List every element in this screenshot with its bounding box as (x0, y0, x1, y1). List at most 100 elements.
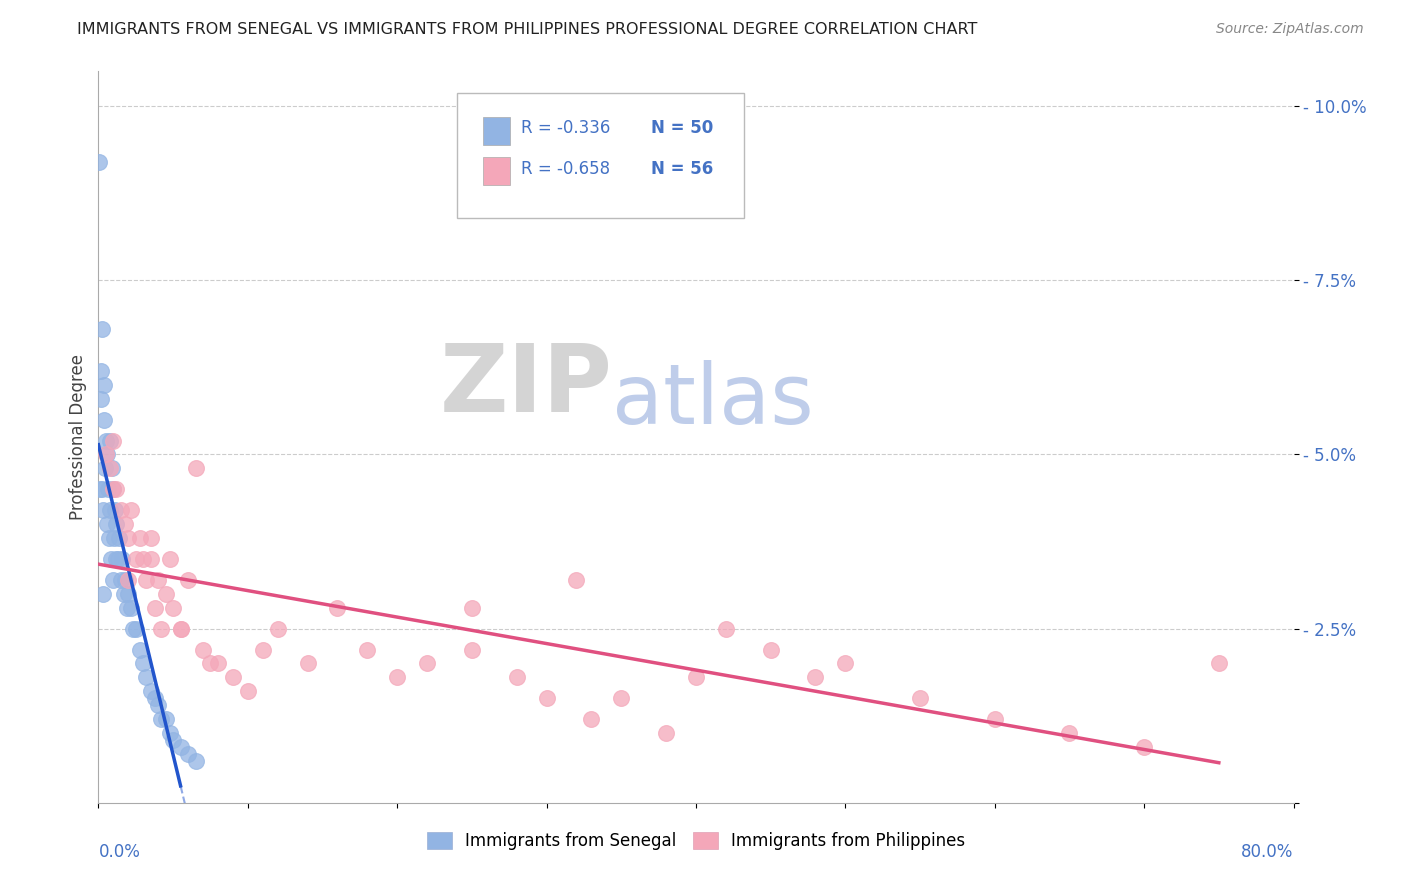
Point (117, 573, 139, 587)
Point (297, 657, 319, 671)
Point (103, 434, 125, 448)
Point (565, 573, 588, 587)
Point (103, 483, 125, 497)
Point (984, 712, 1007, 726)
Point (139, 531, 162, 545)
Point (103, 483, 125, 497)
Point (97, 483, 120, 497)
Point (159, 552, 181, 566)
Point (89, 483, 111, 497)
Point (150, 712, 173, 726)
Point (100, 552, 122, 566)
Point (252, 642, 274, 657)
Point (385, 670, 409, 684)
Text: N = 50: N = 50 (651, 120, 713, 137)
Point (267, 622, 290, 636)
Point (111, 552, 134, 566)
Point (115, 600, 138, 615)
Point (98, 434, 121, 448)
Point (714, 622, 737, 636)
Point (135, 670, 157, 684)
Point (506, 670, 529, 684)
Text: ZIP: ZIP (440, 340, 613, 432)
Point (169, 622, 191, 636)
Point (162, 733, 184, 747)
Point (169, 622, 191, 636)
Point (107, 552, 129, 566)
Point (93, 377, 115, 392)
Point (177, 747, 200, 761)
Point (655, 726, 678, 740)
Point (120, 600, 142, 615)
Point (117, 531, 139, 545)
Point (184, 461, 207, 475)
Point (96, 517, 118, 532)
Point (125, 622, 148, 636)
Text: R = -0.658: R = -0.658 (522, 160, 610, 178)
Point (200, 657, 222, 671)
Text: IMMIGRANTS FROM SENEGAL VS IMMIGRANTS FROM PHILIPPINES PROFESSIONAL DEGREE CORRE: IMMIGRANTS FROM SENEGAL VS IMMIGRANTS FR… (77, 22, 977, 37)
Point (139, 552, 162, 566)
Point (207, 657, 229, 671)
Point (461, 642, 484, 657)
FancyBboxPatch shape (457, 94, 744, 218)
Point (759, 642, 782, 657)
Point (1059, 726, 1081, 740)
Bar (484, 117, 509, 145)
Point (114, 517, 136, 532)
Point (125, 552, 148, 566)
Point (461, 600, 484, 615)
Point (90, 364, 112, 378)
Point (105, 517, 128, 532)
Point (834, 657, 856, 671)
Point (98, 503, 122, 517)
Point (236, 684, 259, 698)
Point (685, 670, 707, 684)
Text: atlas: atlas (613, 360, 814, 441)
Point (536, 691, 558, 706)
Point (155, 712, 177, 726)
Point (121, 622, 143, 636)
Point (91, 483, 114, 497)
Point (148, 573, 170, 587)
Point (101, 573, 124, 587)
Text: 0.0%: 0.0% (98, 843, 141, 861)
Point (105, 483, 128, 497)
Text: R = -0.336: R = -0.336 (522, 120, 610, 137)
Point (184, 754, 207, 768)
Point (162, 600, 184, 615)
Point (326, 600, 349, 615)
Point (610, 691, 633, 706)
Legend: Immigrants from Senegal, Immigrants from Philippines: Immigrants from Senegal, Immigrants from… (420, 825, 972, 856)
Point (104, 552, 127, 566)
Point (804, 670, 827, 684)
Point (159, 726, 181, 740)
Point (129, 531, 152, 545)
Point (89, 155, 111, 169)
Point (120, 503, 142, 517)
Point (114, 573, 136, 587)
Text: 80.0%: 80.0% (1241, 843, 1294, 861)
Point (581, 712, 603, 726)
Point (94, 461, 117, 475)
Point (135, 573, 157, 587)
Point (93, 412, 115, 426)
Point (148, 698, 170, 713)
Point (132, 657, 155, 671)
Text: Source: ZipAtlas.com: Source: ZipAtlas.com (1216, 22, 1364, 37)
Point (191, 642, 214, 657)
Point (1133, 740, 1156, 755)
Point (143, 691, 166, 706)
Point (155, 587, 177, 601)
Point (101, 461, 124, 475)
Point (110, 503, 132, 517)
Point (104, 503, 127, 517)
Point (91, 322, 114, 336)
Bar (484, 157, 509, 185)
Point (222, 670, 245, 684)
Y-axis label: Professional Degree: Professional Degree (69, 354, 87, 520)
Point (96, 448, 118, 462)
Point (94, 448, 117, 462)
Point (117, 587, 139, 601)
Point (139, 684, 162, 698)
